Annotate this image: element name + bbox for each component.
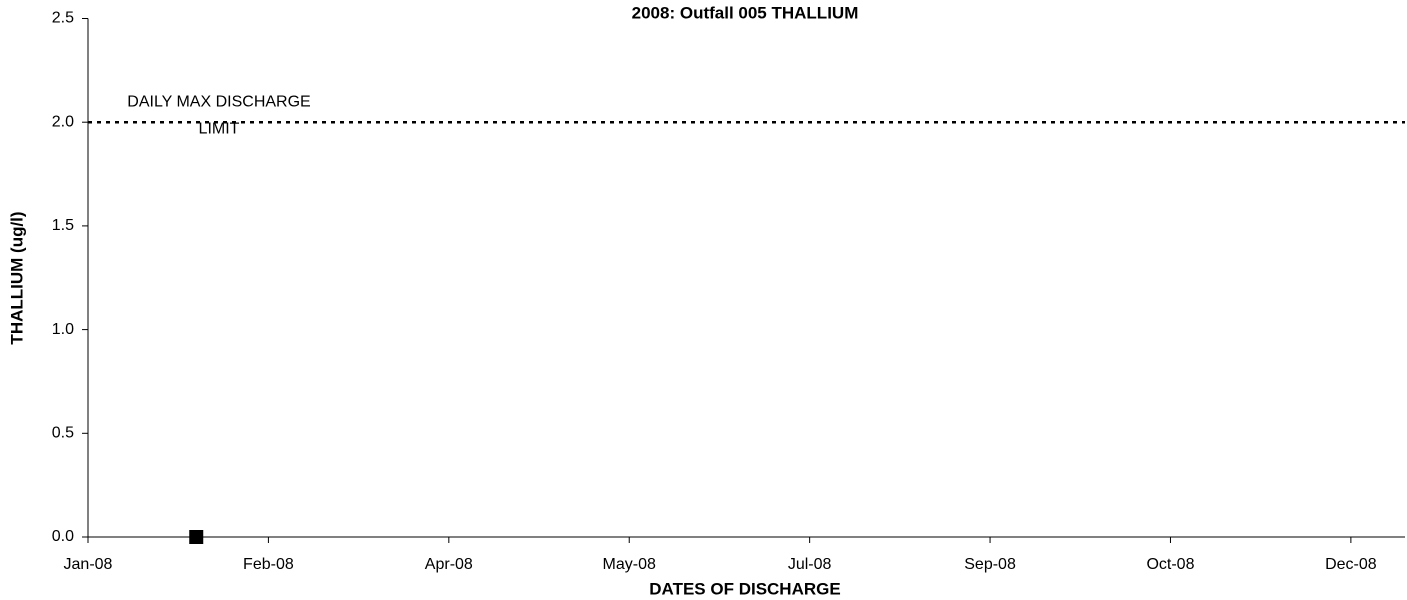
x-tick-label: May-08 — [603, 556, 656, 573]
x-tick-label: Sep-08 — [964, 556, 1016, 573]
y-tick-label: 0.0 — [52, 528, 74, 545]
chart-title: 2008: Outfall 005 THALLIUM — [632, 3, 859, 22]
x-tick-label: Jan-08 — [64, 556, 113, 573]
reference-label: DAILY MAX DISCHARGE — [127, 93, 310, 110]
x-tick-label: Apr-08 — [425, 556, 473, 573]
data-point — [189, 530, 204, 544]
x-tick-label: Feb-08 — [243, 556, 294, 573]
y-axis-label: THALLIUM (ug/l) — [7, 211, 26, 344]
y-tick-label: 0.5 — [52, 425, 74, 442]
x-axis-label: DATES OF DISCHARGE — [649, 579, 840, 598]
x-tick-label: Oct-08 — [1146, 556, 1194, 573]
x-tick-label: Jul-08 — [788, 556, 832, 573]
y-tick-label: 2.0 — [52, 113, 74, 130]
y-tick-label: 1.5 — [52, 217, 74, 234]
x-tick-label: Dec-08 — [1325, 556, 1377, 573]
reference-label: LIMIT — [199, 120, 240, 137]
y-tick-label: 2.5 — [52, 10, 74, 27]
y-tick-label: 1.0 — [52, 321, 74, 338]
